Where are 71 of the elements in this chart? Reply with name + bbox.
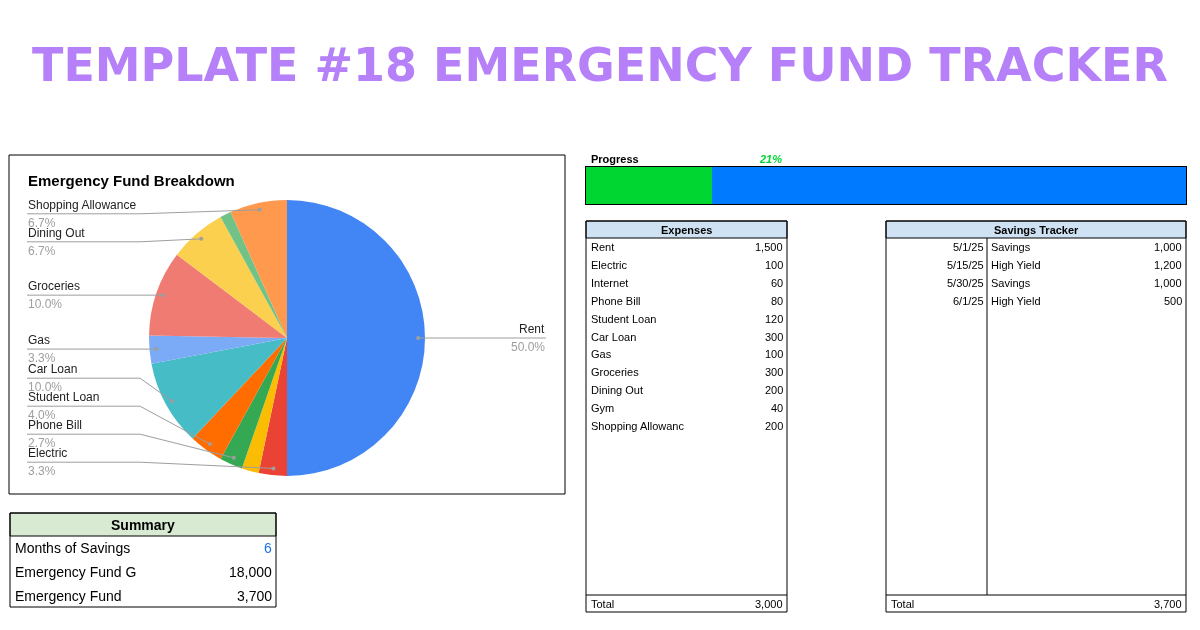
slice-label: Gas [28,333,51,347]
category-label: Gym [591,402,615,414]
category-label: Emergency Fund G [15,564,137,580]
category-label: Dining Out [591,384,643,396]
text: Total [591,598,615,610]
pie-slice [176,217,287,338]
category-label: Rent [591,241,615,253]
data-label: 200 [765,420,784,432]
data-label: 1,000 [1154,277,1182,289]
text: 3,700 [1154,598,1182,610]
category-label: Electric [591,259,628,271]
category-label: Shopping Allowanc [591,420,685,432]
pie-slice [149,335,287,364]
category-label: Gas [591,348,612,360]
pie-slice [241,338,287,474]
chart-title: Progress [591,153,639,165]
category-label: 6/1/25 [953,295,984,307]
chart-title: Emergency Fund Breakdown [28,172,235,189]
text: 3,000 [755,598,783,610]
data-label: 100 [765,259,784,271]
slice-label: Car Loan [28,362,78,376]
category-label: Internet [591,277,629,289]
data-label: 6.7% [28,244,56,258]
data-label: 3.3% [28,351,56,365]
pie-slice [149,254,287,338]
category-label: High Yield [991,259,1041,271]
data-label: 3,700 [237,588,273,604]
data-label: 60 [771,277,784,289]
data-label: 120 [765,313,784,325]
data-label: 18,000 [229,564,273,580]
pie-slice [287,200,425,476]
data-label: 300 [765,331,784,343]
text: TEMPLATE #18 EMERGENCY FUND TRACKER [32,38,1168,92]
category-label: Car Loan [591,331,637,343]
slice-label: Shopping Allowance [28,198,137,212]
slice-label: Rent [519,322,546,336]
text: Expenses [661,224,713,236]
data-label: 1,500 [755,241,783,253]
text: Savings Tracker [994,224,1080,236]
category-label: Savings [991,241,1031,253]
data-label: 6 [264,540,272,556]
data-label: 200 [765,384,784,396]
text: Total [891,598,915,610]
data-label: 1,000 [1154,241,1182,253]
pie-slice [192,338,287,459]
category-label: Groceries [591,366,640,378]
text: 21% [759,153,783,165]
data-label: 100 [765,348,784,360]
category-label: 5/30/25 [947,277,984,289]
category-label: 5/1/25 [953,241,984,253]
category-label: Savings [991,277,1031,289]
data-label: 10.0% [28,297,63,311]
data-label: 50.0% [511,340,546,354]
pie-slice [258,338,287,476]
pie-slice [230,200,287,338]
text: Summary [111,517,176,533]
category-label: Student Loan [591,313,657,325]
category-label: Phone Bill [591,295,641,307]
data-label: 1,200 [1154,259,1182,271]
data-label: 80 [771,295,784,307]
data-label: 300 [765,366,784,378]
category-label: High Yield [991,295,1041,307]
pie-slice [151,338,287,439]
data-label: 40 [771,402,784,414]
data-label: 3.3% [28,464,56,478]
data-label: 500 [1164,295,1183,307]
category-label: 5/15/25 [947,259,984,271]
category-label: Emergency Fund [15,588,122,604]
pie-slice [220,338,287,469]
slice-label: Groceries [28,279,81,293]
category-label: Months of Savings [15,540,131,556]
